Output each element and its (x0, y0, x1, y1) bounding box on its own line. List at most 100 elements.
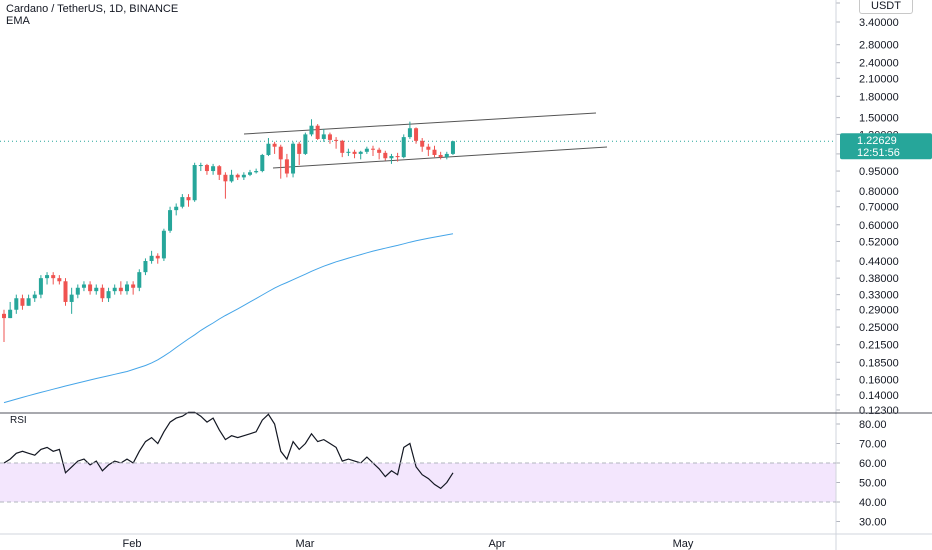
channel-lower-line (272, 146, 608, 169)
candle (51, 272, 56, 285)
candle-body (297, 143, 302, 154)
candle (352, 149, 357, 159)
candle (106, 287, 111, 302)
candle-body (254, 171, 259, 173)
candle-body (284, 159, 289, 174)
price-tick-label: 0.95000 (859, 166, 899, 178)
candle-body (420, 140, 425, 147)
candle (414, 127, 419, 144)
price-tick-label: 2.40000 (859, 58, 899, 70)
candle (94, 284, 99, 295)
price-tick-label: 1.50000 (859, 113, 899, 125)
candle (278, 144, 283, 179)
candle (186, 194, 191, 207)
price-tick-label: 0.21500 (859, 340, 899, 352)
candle-body (426, 146, 431, 150)
candle (137, 269, 142, 292)
price-tick-label: 0.18500 (859, 357, 899, 369)
candle (327, 132, 332, 144)
candle-body (2, 313, 6, 319)
candle-body (309, 125, 314, 135)
candle-body (389, 156, 394, 159)
candle-body (32, 294, 37, 299)
candle-body (235, 174, 240, 178)
rsi-tick-label: 60.00 (859, 458, 887, 470)
candle (2, 309, 6, 343)
candle (309, 119, 314, 137)
time-axis[interactable]: Feb Mar Apr May (123, 538, 694, 550)
candle-body (45, 275, 50, 279)
candle (143, 258, 148, 276)
candle-body (204, 165, 209, 172)
candle (8, 301, 13, 319)
candle (118, 281, 123, 295)
candle (26, 294, 31, 306)
candle-body (100, 287, 105, 299)
price-tick-label: 1.80000 (859, 91, 899, 103)
candle-body (340, 140, 345, 153)
candle (383, 150, 388, 161)
price-tick-label: 0.38000 (859, 273, 899, 285)
candle-body (143, 261, 148, 273)
price-tick-label: 0.52000 (859, 236, 899, 248)
candle-body (291, 143, 296, 174)
price-tick-label: 2.80000 (859, 40, 899, 52)
candle-body (81, 284, 86, 288)
rsi-legend[interactable]: RSI (10, 415, 27, 426)
candle-body (371, 148, 375, 150)
candle (20, 294, 25, 310)
candle (45, 272, 50, 285)
rsi-axis[interactable]: 80.00 70.00 60.00 50.00 40.00 30.00 (836, 419, 887, 529)
candle (100, 284, 105, 302)
rsi-line (3, 411, 454, 490)
candle (297, 141, 302, 166)
candle-body (174, 206, 179, 211)
candle-body (407, 128, 412, 138)
candle (155, 253, 160, 264)
candle (303, 132, 308, 155)
candle (198, 162, 203, 172)
candle (260, 153, 265, 173)
candle-body (106, 291, 111, 299)
candle (180, 194, 185, 209)
currency-badge[interactable]: USDT (859, 0, 913, 14)
candle-body (137, 272, 142, 288)
candle-body (14, 298, 19, 310)
candle (63, 278, 68, 306)
price-tick-label: 0.29000 (859, 305, 899, 317)
price-tick-label: 0.80000 (859, 186, 899, 198)
candle-body (327, 134, 332, 140)
candle (241, 172, 246, 180)
rsi-tick-label: 40.00 (859, 497, 887, 509)
candle (291, 141, 296, 178)
candle-body (352, 151, 357, 154)
candle (112, 284, 117, 295)
price-tick-label: 0.44000 (859, 256, 899, 268)
time-axis-label: Mar (296, 538, 315, 550)
candle-body (57, 278, 62, 282)
candle (235, 173, 240, 180)
candle-body (112, 287, 117, 292)
candle (14, 294, 19, 314)
symbol-title[interactable]: Cardano / TetherUS, 1D, BINANCE (6, 3, 179, 15)
candle-body (118, 287, 123, 292)
candle (204, 163, 209, 175)
candle-body (192, 165, 197, 201)
candle (223, 172, 228, 199)
channel-upper-line (243, 112, 597, 135)
price-tick-label: 0.70000 (859, 202, 899, 214)
candle (444, 151, 449, 160)
price-axis[interactable]: 4.000003.400002.800002.400002.100001.800… (836, 0, 899, 417)
ema-legend[interactable]: EMA (6, 15, 30, 27)
candle-body (358, 151, 363, 154)
candle-body (69, 294, 74, 302)
candle (69, 287, 74, 314)
candle-body (186, 197, 191, 201)
candle (266, 138, 271, 157)
rsi-tick-label: 30.00 (859, 517, 887, 529)
candle (371, 145, 375, 157)
candle-body (8, 309, 13, 319)
